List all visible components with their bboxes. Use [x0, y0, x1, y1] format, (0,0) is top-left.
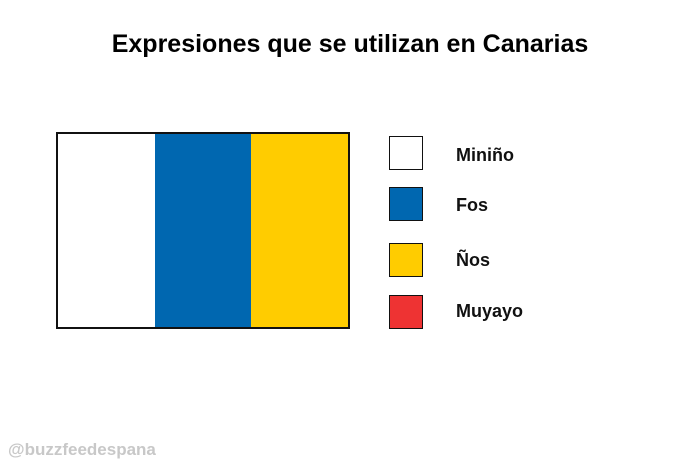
legend-label-minino: Miniño	[456, 145, 514, 165]
legend-swatch-minino	[389, 136, 423, 170]
canary-flag	[56, 132, 350, 329]
chart-title: Expresiones que se utilizan en Canarias	[111, 30, 589, 58]
legend-swatch-muyayo	[389, 295, 423, 329]
legend-swatch-fos	[389, 187, 423, 221]
legend-label-nos: Ños	[456, 250, 491, 270]
legend-label-muyayo: Muyayo	[456, 301, 524, 321]
legend-swatch-nos	[389, 243, 423, 277]
legend-label-fos: Fos	[456, 195, 489, 215]
watermark: @buzzfeedespana	[8, 440, 156, 459]
flag-stripe-blue	[154, 134, 252, 327]
flag-stripe-white	[58, 134, 155, 327]
flag-stripe-yellow	[251, 134, 349, 327]
